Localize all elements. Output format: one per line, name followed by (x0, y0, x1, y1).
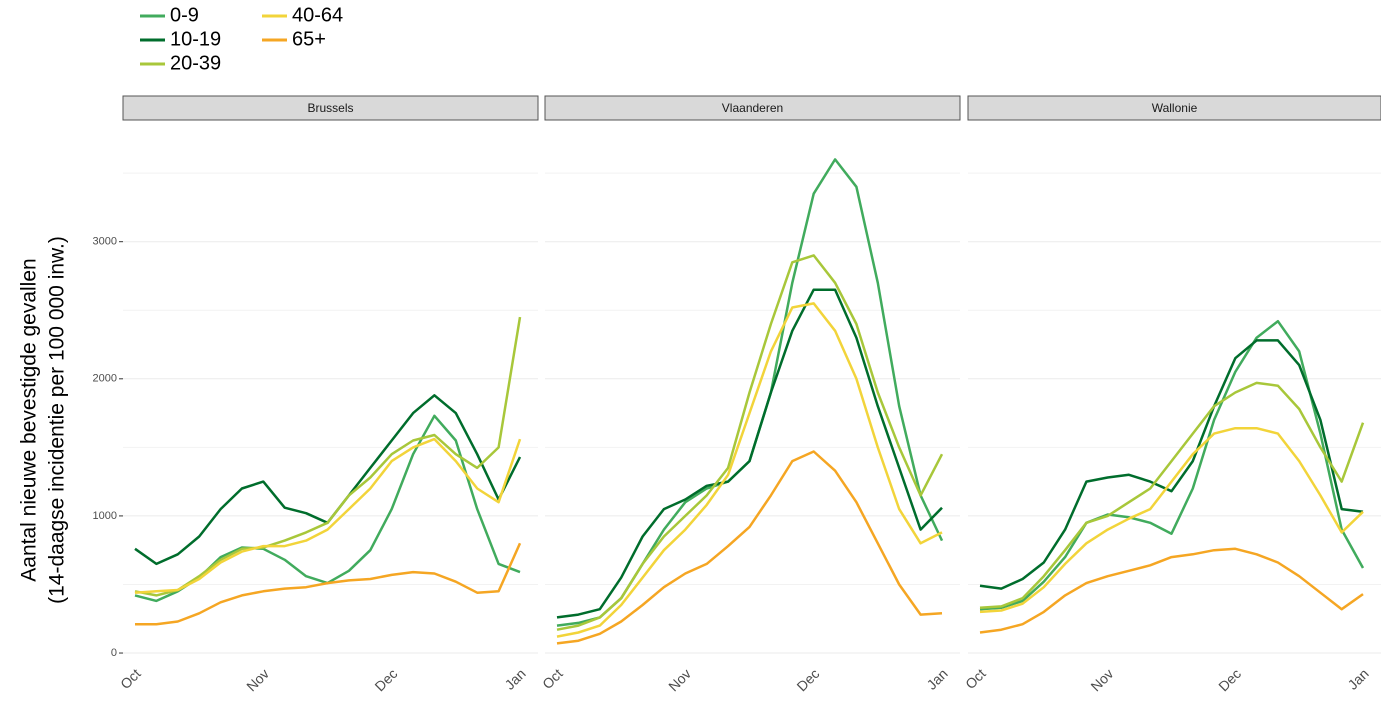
x-tick-label: Nov (665, 665, 694, 694)
line (556, 450, 943, 645)
line (134, 437, 522, 594)
strip (544, 95, 961, 121)
strip (122, 95, 539, 121)
legend-label: 40-64 (292, 4, 343, 26)
legend-label: 10-19 (170, 28, 221, 50)
y-tick-label: 1000 (93, 510, 117, 522)
line (979, 426, 1364, 614)
y-axis-label: Aantal nieuwe bevestigde gevallen (18, 258, 41, 581)
line (134, 394, 522, 566)
x-tick-label: Nov (243, 665, 272, 694)
x-tick-label: Dec (1215, 665, 1244, 694)
y-tick-label: 2000 (93, 373, 117, 385)
y-tick-label: 3000 (93, 236, 117, 248)
strip-title: Brussels (307, 101, 353, 115)
x-tick-label: Oct (962, 665, 989, 692)
x-tick-label: Jan (1344, 665, 1371, 692)
line (979, 547, 1364, 634)
x-tick-label: Jan (923, 665, 950, 692)
strip-title: Vlaanderen (722, 101, 783, 115)
line (556, 254, 944, 631)
x-tick-label: Nov (1087, 665, 1116, 694)
x-tick-label: Oct (539, 665, 566, 692)
legend-label: 0-9 (170, 4, 199, 26)
line (979, 381, 1365, 610)
y-tick-label: 0 (111, 647, 117, 659)
line (556, 288, 943, 619)
legend-label: 65+ (292, 28, 326, 50)
x-tick-label: Jan (501, 665, 528, 692)
strip (967, 95, 1381, 121)
x-tick-label: Dec (371, 665, 400, 694)
line (556, 302, 943, 638)
y-axis-label: (14-daagse incidentie per 100 000 inw.) (46, 236, 69, 604)
x-tick-label: Oct (117, 665, 144, 692)
x-tick-label: Dec (793, 665, 822, 694)
line (134, 414, 521, 603)
strip-title: Wallonie (1152, 101, 1198, 115)
line (979, 339, 1364, 590)
line (135, 542, 522, 626)
line (134, 316, 522, 597)
line (979, 319, 1365, 611)
legend-label: 20-39 (170, 52, 221, 74)
